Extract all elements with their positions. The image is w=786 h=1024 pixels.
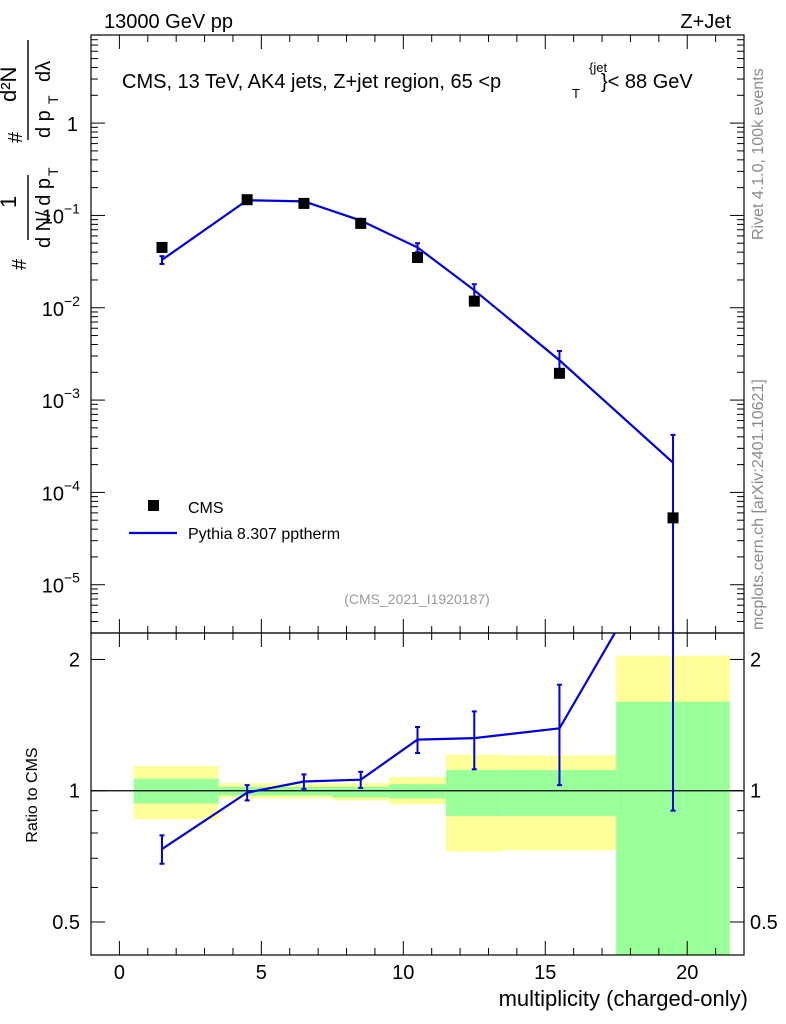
cms-point-6 (553, 367, 565, 379)
legend-cms-marker (148, 500, 159, 511)
ratio-y-axis-label: Ratio to CMS (24, 747, 41, 842)
legend: CMS Pythia 8.307 pptherm (129, 500, 340, 543)
cms-point-0 (156, 241, 168, 253)
pythia-line (161, 199, 674, 464)
ratio-y-tick-label-right-2: 2 (750, 649, 761, 671)
cms-point-2 (298, 197, 310, 209)
main-y-tick-label-4: 10 (42, 483, 64, 505)
ratio-uncertainty-bands (133, 655, 730, 955)
main-y-axis-label: # 1 d N/ d p T # d²N d p T dλ (0, 40, 61, 270)
x-tick-label-1: 5 (256, 962, 267, 984)
y-label-T-sub-2: T (45, 95, 61, 104)
main-y-tick-exponent-3: −3 (64, 385, 80, 401)
y-label-dpT-dlambda: d p (33, 110, 55, 138)
main-frame (90, 34, 745, 634)
main-y-tick-exponent-2: −2 (64, 293, 80, 309)
cms-point-3 (355, 217, 367, 229)
chart-title-subscript: T (572, 86, 580, 101)
cms-point-7 (667, 512, 679, 524)
x-tick-label-0: 0 (114, 962, 125, 984)
ratio-y-tick-label-left-1: 1 (69, 781, 80, 803)
y-label-hash-left: # (9, 258, 31, 270)
ratio-band-inner-3 (332, 786, 390, 798)
legend-pythia-label: Pythia 8.307 pptherm (188, 526, 340, 543)
cms-point-1 (241, 194, 253, 206)
header-left-label: 13000 GeV pp (104, 11, 233, 33)
ratio-y-tick-label-right-0: 0.5 (750, 912, 778, 934)
x-tick-label-4: 20 (676, 962, 698, 984)
mcplots-source-label: mcplots.cern.ch [arXiv:2401.10621] (750, 379, 767, 630)
main-y-tick-label-1: 10 (42, 206, 64, 228)
cms-point-4 (412, 252, 423, 264)
main-y-tick-label-5: 10 (42, 576, 64, 598)
ratio-band-inner-5 (445, 770, 503, 817)
main-y-tick-label-0: 1 (67, 114, 78, 136)
analysis-watermark: (CMS_2021_I1920187) (344, 591, 490, 607)
chart-title-main: CMS, 13 TeV, AK4 jets, Z+jet region, 65 … (122, 71, 501, 93)
x-tick-label-2: 10 (392, 962, 414, 984)
chart-title: CMS, 13 TeV, AK4 jets, Z+jet region, 65 … (122, 60, 693, 101)
chart-title-end: }< 88 GeV (601, 71, 693, 93)
main-y-tick-exponent-4: −4 (64, 477, 80, 493)
x-tick-label-3: 15 (534, 962, 556, 984)
ratio-y-tick-label-left-0: 0.5 (52, 912, 80, 934)
ratio-y-tick-label-right-1: 1 (750, 781, 761, 803)
main-y-tick-label-2: 10 (42, 299, 64, 321)
y-label-dlambda: dλ (33, 61, 55, 82)
y-label-dN-dpT: d N/ d p (33, 178, 55, 248)
ratio-band-inner-4 (389, 784, 446, 799)
y-label-hash-mid: # (5, 131, 27, 143)
cms-point-5 (468, 295, 480, 307)
ratio-y-tick-label-left-2: 2 (69, 649, 80, 671)
y-label-one: 1 (0, 196, 21, 208)
chart-title-superscript: {jet (589, 60, 607, 75)
ratio-series-layer (159, 633, 676, 865)
main-series-layer (156, 194, 679, 633)
ratio-line (161, 633, 617, 850)
legend-cms-label: CMS (188, 500, 224, 517)
y-label-d2N: d²N (0, 67, 21, 102)
header-right-label: Z+Jet (680, 11, 731, 33)
main-y-tick-label-3: 10 (42, 391, 64, 413)
main-y-tick-exponent-1: −1 (64, 200, 80, 216)
x-axis-label: multiplicity (charged-only) (499, 986, 748, 1011)
ratio-frame (90, 632, 745, 956)
main-y-tick-exponent-5: −5 (64, 570, 80, 586)
rivet-version-label: Rivet 4.1.0, 100k events (750, 68, 767, 240)
y-label-T-sub-1: T (45, 167, 61, 176)
